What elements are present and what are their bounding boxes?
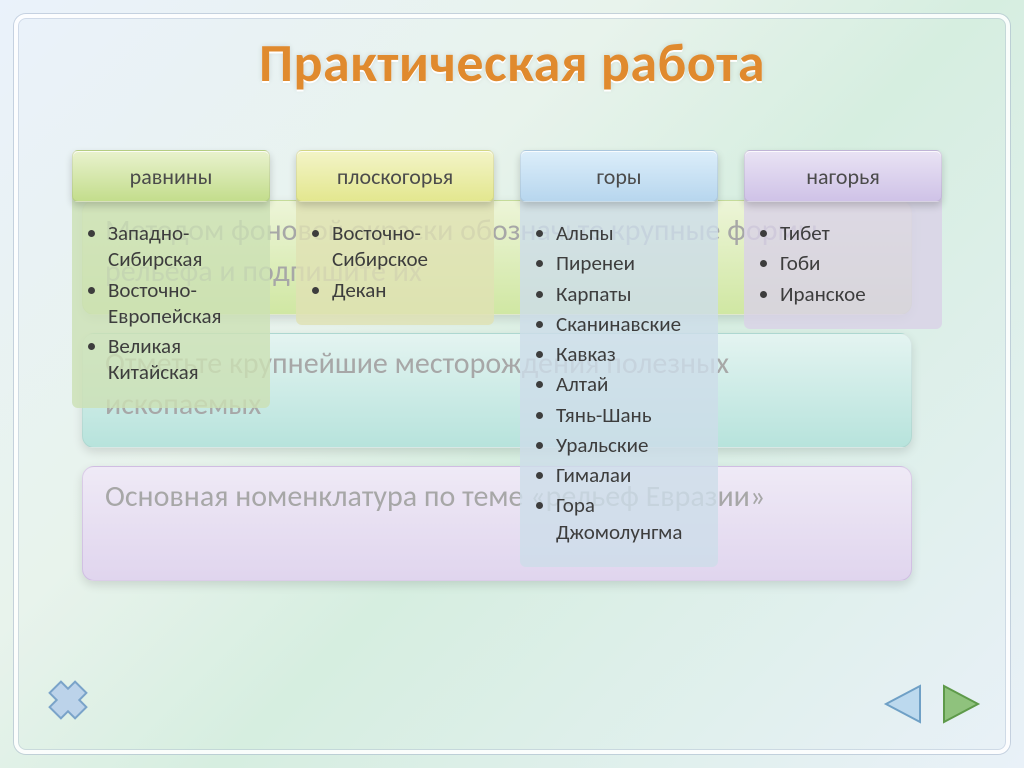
- column-body: Западно-СибирскаяВосточно-ЕвропейскаяВел…: [72, 196, 270, 408]
- column-1: плоскогорья Восточно-Сибирское Декан: [296, 150, 494, 325]
- list-item: Альпы: [556, 220, 704, 246]
- column-list: Западно-СибирскаяВосточно-ЕвропейскаяВел…: [86, 220, 256, 386]
- list-item: Восточно-Европейская: [108, 277, 256, 330]
- column-header: плоскогорья: [296, 150, 494, 202]
- list-item: Тибет: [780, 220, 928, 246]
- list-item: Сканинавские: [556, 311, 704, 337]
- column-3: нагорья Тибет Гоби Иранское: [744, 150, 942, 329]
- list-item: Уральские: [556, 432, 704, 458]
- list-item: Алтай: [556, 371, 704, 397]
- list-item: Великая Китайская: [108, 333, 256, 386]
- page-title: Практическая работа: [0, 30, 1024, 96]
- columns-container: равнины Западно-СибирскаяВосточно-Европей…: [72, 150, 942, 567]
- column-header: нагорья: [744, 150, 942, 202]
- column-list: Тибет Гоби Иранское: [758, 220, 928, 307]
- chevron-left-icon: [886, 686, 920, 722]
- chevron-right-icon: [944, 686, 978, 722]
- column-list: Восточно-Сибирское Декан: [310, 220, 480, 303]
- column-body: Тибет Гоби Иранское: [744, 196, 942, 329]
- next-button[interactable]: [936, 680, 984, 728]
- prev-button[interactable]: [880, 680, 928, 728]
- close-icon[interactable]: [40, 672, 96, 728]
- list-item: Гоби: [780, 250, 928, 276]
- nav-arrows: [880, 680, 984, 728]
- list-item: Иранское: [780, 281, 928, 307]
- column-header: равнины: [72, 150, 270, 202]
- list-item: Восточно-Сибирское: [332, 220, 480, 273]
- column-body: Восточно-Сибирское Декан: [296, 196, 494, 325]
- list-item: Кавказ: [556, 341, 704, 367]
- list-item: Гора Джомолунгма: [556, 492, 704, 545]
- column-header: горы: [520, 150, 718, 202]
- slide: Практическая работа Методом фоновой окра…: [0, 0, 1024, 768]
- column-body: Альпы Пиренеи Карпаты Сканинавские Кавказ Алт…: [520, 196, 718, 567]
- list-item: Карпаты: [556, 281, 704, 307]
- list-item: Гималаи: [556, 462, 704, 488]
- list-item: Пиренеи: [556, 250, 704, 276]
- list-item: Декан: [332, 277, 480, 303]
- list-item: Тянь-Шань: [556, 402, 704, 428]
- close-icon-path: [43, 675, 94, 726]
- list-item: Западно-Сибирская: [108, 220, 256, 273]
- column-2: горы Альпы Пиренеи Карпаты Сканинавские Кавка…: [520, 150, 718, 567]
- column-list: Альпы Пиренеи Карпаты Сканинавские Кавказ Алт…: [534, 220, 704, 545]
- column-0: равнины Западно-СибирскаяВосточно-Европей…: [72, 150, 270, 408]
